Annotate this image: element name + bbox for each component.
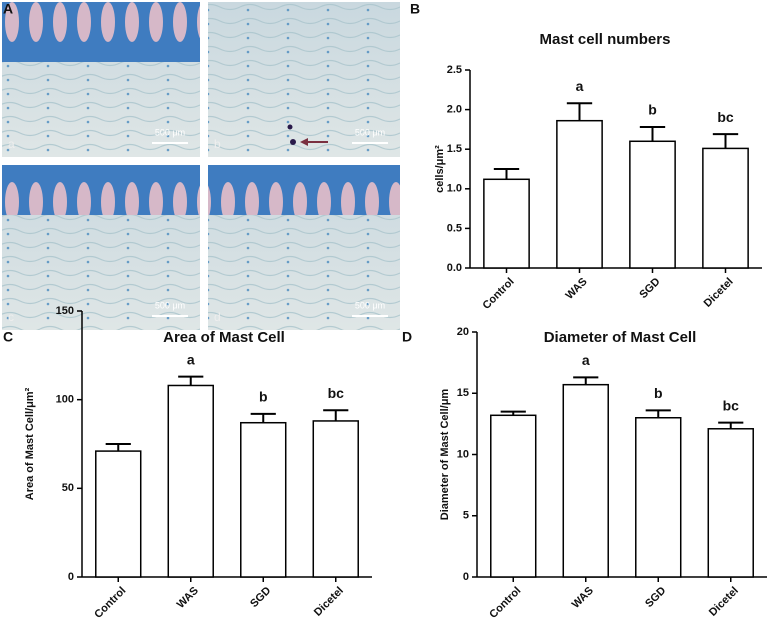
annotation: b [259, 389, 268, 405]
scale-label: 500 μm [155, 300, 185, 310]
y-tick-label: 150 [56, 305, 74, 317]
bar [635, 417, 682, 578]
micrographs: 500 μm a 500 μm b 500 μm c 500 μm d [2, 2, 400, 330]
y-tick-label: 2.5 [447, 64, 462, 76]
x-tick-label: Control [487, 585, 523, 621]
y-axis-label: Diameter of Mast Cell/μm [439, 389, 451, 521]
micrograph-label: c [8, 310, 14, 324]
bar [629, 140, 676, 269]
chart-title: Area of Mast Cell [163, 329, 285, 346]
y-tick-label: 0 [68, 571, 74, 583]
annotation: b [654, 385, 663, 401]
y-tick-label: 15 [457, 387, 469, 399]
chart-title: Mast cell numbers [540, 31, 671, 48]
mast-cell [287, 124, 293, 130]
y-tick-label: 1.0 [447, 183, 462, 195]
scale-label: 500 μm [355, 127, 385, 137]
annotation: a [576, 78, 584, 94]
annotation: bc [328, 385, 345, 401]
x-tick-label: SGD [248, 585, 273, 610]
y-tick-label: 5 [463, 510, 469, 522]
x-tick-label: WAS [175, 585, 201, 611]
annotation: a [582, 352, 590, 368]
y-tick-label: 50 [62, 482, 74, 494]
annotation: bc [717, 109, 734, 125]
y-tick-label: 0 [463, 571, 469, 583]
bar [312, 420, 359, 578]
y-tick-label: 100 [56, 394, 74, 406]
micrograph-label: a [8, 137, 15, 151]
annotation: b [648, 102, 657, 118]
x-tick-label: Control [92, 585, 128, 621]
x-tick-label: SGD [637, 276, 662, 301]
y-tick-label: 20 [457, 326, 469, 338]
tissue-fibers [208, 2, 400, 157]
y-tick-label: 2.0 [447, 104, 462, 116]
x-tick-label: Control [481, 276, 517, 312]
micrograph-label: d [214, 310, 221, 324]
y-axis-label: cells/μm² [434, 145, 446, 193]
panel-label: C [3, 329, 13, 345]
annotation: a [187, 351, 195, 367]
x-tick-label: WAS [563, 276, 589, 302]
bar [490, 414, 537, 578]
y-tick-label: 1.5 [447, 143, 462, 155]
crypts [2, 2, 200, 62]
x-tick-label: Dicetel [312, 585, 346, 619]
bar [483, 178, 530, 269]
bar [562, 383, 609, 578]
panel-label: A [3, 1, 13, 17]
annotation: bc [723, 397, 740, 413]
bar [556, 119, 603, 269]
y-tick-label: 0.0 [447, 262, 462, 274]
chart-title: Diameter of Mast Cell [544, 329, 697, 346]
x-tick-label: Dicetel [707, 585, 741, 619]
scale-label: 500 μm [155, 127, 185, 137]
y-tick-label: 10 [457, 448, 469, 460]
scale-label: 500 μm [355, 300, 385, 310]
bar [167, 384, 214, 578]
bar [240, 421, 287, 578]
bar [702, 147, 749, 269]
panel-label: B [410, 1, 420, 17]
bar [707, 428, 754, 578]
x-tick-label: Dicetel [702, 276, 736, 310]
y-tick-label: 0.5 [447, 222, 462, 234]
panel-label: D [402, 329, 412, 345]
y-axis-label: Area of Mast Cell/μm² [24, 387, 36, 500]
micrograph-label: b [214, 137, 221, 151]
crypts [208, 165, 400, 215]
mast-cell [290, 139, 296, 145]
bar [95, 450, 142, 578]
arrow-head [300, 138, 308, 146]
x-tick-label: SGD [643, 585, 668, 610]
crypts [2, 165, 200, 215]
x-tick-label: WAS [570, 585, 596, 611]
